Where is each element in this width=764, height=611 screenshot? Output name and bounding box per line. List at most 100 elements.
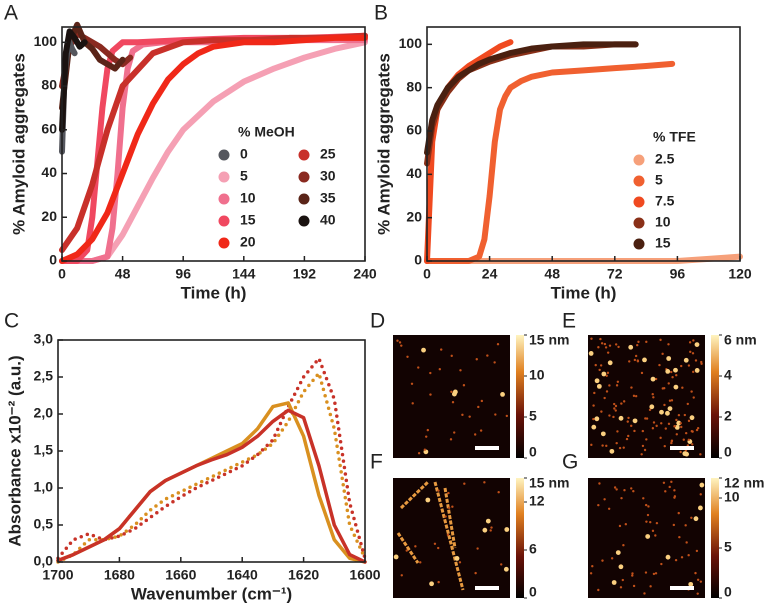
afm-particle [686, 402, 689, 406]
afm-particle [663, 403, 666, 407]
afm-particle [463, 482, 466, 485]
x-tick-label: 48 [115, 266, 131, 282]
afm-particle [623, 488, 626, 492]
y-tick-label: 100 [399, 35, 423, 51]
afm-particle [601, 444, 604, 447]
y-tick-label: 80 [41, 77, 57, 93]
afm-particle [610, 557, 614, 560]
afm-particle [634, 394, 638, 398]
afm-particle [621, 578, 625, 582]
x-tick-label: 192 [293, 266, 317, 282]
afm-particle [691, 443, 694, 446]
y-tick-label: 0,0 [34, 553, 54, 569]
afm-particle [662, 481, 666, 484]
legend-marker [633, 238, 645, 250]
y-tick-label: 20 [41, 208, 57, 224]
afm-particle [647, 505, 650, 508]
afm-particle [423, 448, 427, 451]
afm-particle [603, 396, 606, 400]
afm-particle [693, 516, 699, 522]
afm-particle [690, 430, 694, 433]
legend-label: 30 [320, 168, 336, 184]
afm-particle [654, 572, 658, 575]
legend-label: 0 [240, 146, 248, 162]
x-tick-label: 48 [544, 266, 560, 282]
afm-particle [414, 545, 417, 548]
afm-particle [659, 409, 664, 415]
legend-label: 20 [240, 234, 256, 250]
afm-particle [451, 401, 455, 404]
legend-title: % TFE [653, 129, 696, 145]
afm-particle [594, 416, 600, 422]
y-axis-label: % Amyloid aggregates [374, 53, 393, 235]
afm-particle [614, 409, 617, 412]
afm-particle [461, 413, 464, 417]
afm-particle [411, 402, 414, 405]
afm-particle [665, 410, 670, 416]
afm-particle [450, 354, 453, 358]
afm-particle [496, 343, 500, 346]
afm-particle [664, 427, 667, 430]
panel-label: C [4, 310, 19, 333]
y-tick-label: 1,0 [34, 479, 54, 495]
legend-label: 10 [240, 190, 256, 206]
afm-particle [664, 490, 667, 493]
afm-particle [666, 356, 672, 361]
afm-particle [649, 520, 652, 524]
afm-particle [437, 489, 440, 492]
afm-particle [477, 405, 480, 409]
afm-particle [601, 371, 607, 377]
afm-particle [493, 361, 496, 364]
afm-particle [600, 410, 603, 413]
afm-particle [618, 524, 622, 528]
y-tick-label: 80 [406, 78, 422, 94]
afm-particle [692, 370, 695, 374]
afm-particle [626, 420, 629, 423]
x-tick-label: 1700 [42, 567, 73, 583]
afm-particle [667, 422, 671, 426]
afm-particle [393, 554, 399, 560]
legend-label: 5 [240, 168, 248, 184]
afm-particle [485, 518, 491, 524]
afm-image [393, 478, 510, 598]
afm-particle [451, 505, 454, 508]
series-line [59, 28, 88, 133]
afm-particle [600, 431, 606, 437]
afm-particle [642, 357, 647, 363]
afm-particle [592, 417, 595, 421]
afm-particle [660, 422, 663, 425]
scale-bar [670, 586, 694, 590]
afm-particle [661, 352, 664, 356]
afm-particle [670, 441, 673, 445]
afm-particle [483, 481, 486, 484]
afm-fibril [443, 487, 457, 549]
afm-particle [618, 564, 624, 570]
afm-particle [490, 526, 493, 529]
x-tick-label: 96 [175, 266, 191, 282]
afm-particle [440, 348, 443, 351]
afm-particle [612, 402, 616, 406]
afm-particle [606, 371, 610, 375]
afm-particle [641, 444, 645, 448]
afm-particle [654, 377, 658, 381]
afm-particle [630, 424, 633, 428]
afm-particle [619, 586, 623, 589]
afm-particle [654, 534, 657, 537]
afm-particle [651, 393, 654, 396]
afm-particle [607, 360, 613, 366]
afm-particle [438, 368, 442, 371]
afm-particle [627, 416, 630, 420]
scale-bar [475, 586, 499, 590]
afm-particle [597, 346, 600, 349]
afm-particle [590, 443, 593, 447]
afm-particle [675, 374, 678, 377]
afm-particle [678, 535, 681, 539]
afm-particle [426, 428, 430, 432]
legend-label: 40 [320, 212, 336, 228]
afm-particle [500, 391, 505, 397]
afm-particle [594, 363, 597, 367]
afm-particle [480, 399, 484, 403]
x-axis-label: Time (h) [181, 283, 247, 302]
afm-particle [663, 444, 666, 448]
afm-particle [683, 413, 687, 417]
